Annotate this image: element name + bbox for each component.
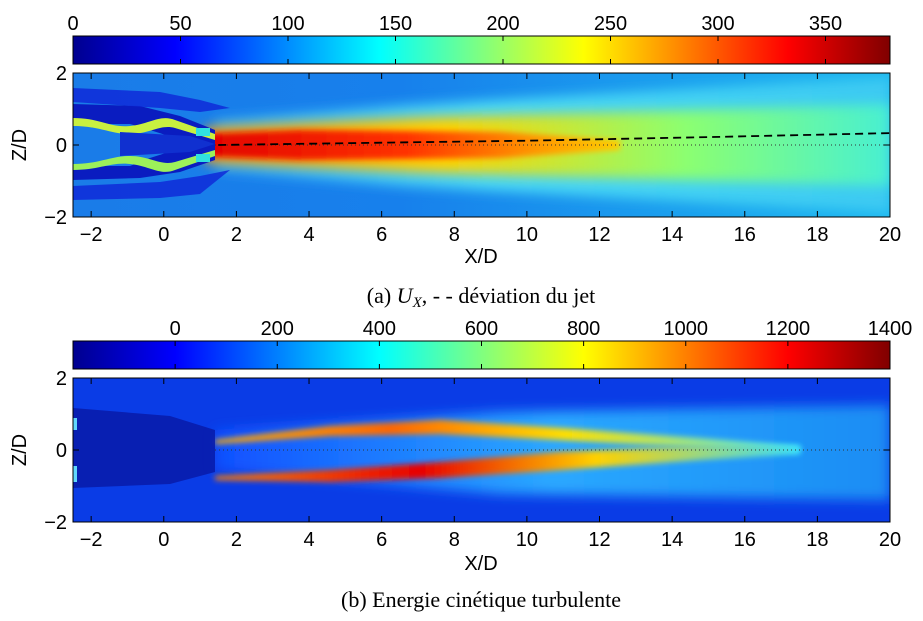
x-tick-label-b: 18 <box>806 529 828 551</box>
x-tick-label-b: 4 <box>303 529 314 551</box>
x-tick-label-b: 8 <box>449 529 460 551</box>
x-tick-label-a: 12 <box>588 224 610 246</box>
y-axis-label-a: Z/D <box>9 129 31 161</box>
colorbar-a-tick-label: 300 <box>701 13 734 35</box>
caption-a: (a) UX, - - déviation du jet <box>367 283 596 311</box>
colorbar-b-tick-label: 800 <box>567 318 600 340</box>
field-a <box>73 73 890 217</box>
colorbar-b-tick-label: 1400 <box>868 318 913 340</box>
y-tick-label-a: −2 <box>44 207 67 229</box>
x-tick-label-a: 4 <box>303 224 314 246</box>
colorbar-a-tick-label: 150 <box>379 13 412 35</box>
colorbar-a-tick-label: 100 <box>271 13 304 35</box>
colorbar-a-tick-label: 50 <box>169 13 191 35</box>
x-tick-label-b: 2 <box>231 529 242 551</box>
caption-a-rest: , - - déviation du jet <box>422 283 596 308</box>
caption-a-math-sub: X <box>412 295 423 311</box>
y-tick-label-a: 0 <box>56 135 67 157</box>
caption-a-math: U <box>397 283 415 308</box>
x-tick-label-a: 10 <box>516 224 538 246</box>
x-axis-label-b: X/D <box>464 553 497 575</box>
x-tick-label-a: 16 <box>734 224 756 246</box>
x-axis-label-a: X/D <box>464 246 497 268</box>
x-tick-label-b: 0 <box>158 529 169 551</box>
x-tick-label-a: 6 <box>376 224 387 246</box>
y-tick-label-b: 0 <box>56 440 67 462</box>
colorbar-b-tick-label: 400 <box>363 318 396 340</box>
colorbar-a-tick-label: 250 <box>594 13 627 35</box>
x-tick-label-a: 2 <box>231 224 242 246</box>
x-tick-label-b: 12 <box>588 529 610 551</box>
x-tick-label-a: 18 <box>806 224 828 246</box>
colorbar-a-strip <box>72 35 891 65</box>
x-tick-label-a: −2 <box>80 224 103 246</box>
jet-deviation-line <box>218 132 891 146</box>
caption-a-prefix: (a) <box>367 283 397 308</box>
caption-b: (b) Energie cinétique turbulente <box>341 587 621 612</box>
x-tick-label-b: 20 <box>879 529 901 551</box>
colorbar-b: 0 200 400 600 800 1000 1200 1400 <box>72 318 913 370</box>
y-axis-label-b: Z/D <box>9 434 31 466</box>
colorbar-b-tick-label: 1000 <box>664 318 709 340</box>
x-tick-label-a: 14 <box>661 224 683 246</box>
colorbar-b-tick-label: 200 <box>261 318 294 340</box>
plot-b: −2 0 2 4 6 8 10 12 14 16 18 20 −2 0 2 <box>44 368 901 551</box>
x-tick-label-b: 10 <box>516 529 538 551</box>
x-tick-label-b: 14 <box>661 529 683 551</box>
colorbar-b-tick-label: 0 <box>170 318 181 340</box>
field-b <box>73 378 890 522</box>
x-tick-label-b: 16 <box>734 529 756 551</box>
x-tick-label-a: 8 <box>449 224 460 246</box>
colorbar-b-tick-label: 1200 <box>766 318 811 340</box>
x-tick-label-b: −2 <box>80 529 103 551</box>
colorbar-a-tick-label: 200 <box>486 13 519 35</box>
y-tick-label-b: −2 <box>44 512 67 534</box>
y-tick-label-b: 2 <box>56 368 67 390</box>
plot-a: −2 0 2 4 6 8 10 12 14 16 18 20 −2 0 2 <box>44 63 901 246</box>
y-tick-label-a: 2 <box>56 63 67 85</box>
colorbar-a-tick-label: 350 <box>809 13 842 35</box>
colorbar-b-tick-label: 600 <box>465 318 498 340</box>
x-tick-label-b: 6 <box>376 529 387 551</box>
colorbar-a-tick-label: 0 <box>67 13 78 35</box>
colorbar-a: 0 50 100 150 200 250 300 350 <box>67 13 891 65</box>
x-tick-label-a: 20 <box>879 224 901 246</box>
x-tick-label-a: 0 <box>158 224 169 246</box>
